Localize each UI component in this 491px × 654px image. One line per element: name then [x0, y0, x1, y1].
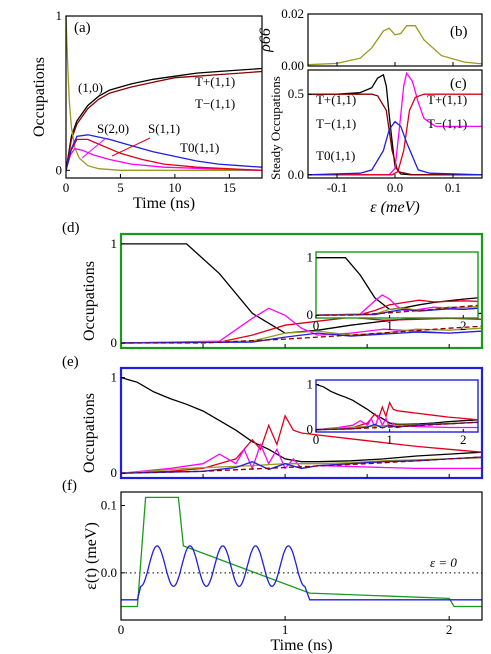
f-xtick-label: 2 [446, 622, 453, 637]
e-inset-xtick-label: 1 [386, 432, 393, 447]
d-inset-xtick-label: 2 [460, 318, 467, 333]
d-inset-frame [315, 251, 479, 319]
f-annot-eps0: ε = 0 [430, 555, 457, 570]
d-inset-ytick-label: 0 [307, 307, 314, 322]
c-annot-t0: T0(1,1) [316, 148, 355, 163]
a-annot-tplus: T+(1,1) [195, 74, 235, 89]
d-inset-series-dashed-5 [316, 304, 478, 316]
e-inset-series-magenta-2 [316, 414, 478, 431]
b-ytick-label: 0.02 [281, 6, 304, 21]
panel-a-label: (a) [74, 20, 91, 36]
e-series-dashed-5 [121, 456, 482, 474]
panel-d-frame [119, 232, 484, 350]
panel-b-frame [307, 13, 483, 67]
e-ylabel: Occupations [81, 393, 98, 473]
f-xtick-label: 1 [282, 622, 289, 637]
c-xtick-label: 0.1 [445, 180, 461, 195]
e-series-red-1 [121, 414, 482, 474]
panel-a-frame [65, 15, 263, 179]
c-xlabel: ε (meV) [370, 199, 419, 216]
a-ytick-label: 0 [56, 162, 63, 177]
d-series-dashed-5 [121, 325, 482, 344]
a-series--1-0--2 [66, 16, 262, 171]
a-arrow-s11 [111, 137, 151, 157]
d-inset-series-red-1 [316, 299, 478, 316]
panel-e-frame [119, 366, 484, 480]
a-annot-s20: S(2,0) [97, 121, 129, 136]
c-xtick-label: -0.1 [327, 180, 348, 195]
c-series-t-1-1--0 [308, 73, 482, 176]
a-series-s-2-0--3 [66, 147, 262, 171]
a-xtick-label: 15 [223, 180, 236, 195]
panel-b-label: (b) [450, 24, 468, 40]
d-series-blue-4 [121, 330, 482, 344]
a-series-s-1-1--4 [66, 138, 262, 171]
c-annot-tminus-left: T−(1,1) [316, 116, 356, 131]
c-ytick-label: 0.5 [288, 86, 304, 101]
e-inset-ytick-label: 0 [307, 422, 314, 437]
a-series-t-1-1--0 [66, 67, 262, 171]
panel-c-label: (c) [450, 76, 467, 92]
c-series-t-1-1--3 [308, 93, 482, 176]
d-series-red-1 [121, 316, 482, 344]
e-inset-ytick-label: 1 [307, 377, 314, 392]
f-series-blue [121, 545, 482, 601]
a-ytick-label: 1 [56, 8, 63, 23]
f-ytick-label: 0.1 [101, 497, 117, 512]
c-annot-tplus-left: T+(1,1) [316, 92, 356, 107]
c-ylabel: Steady Occupations [268, 76, 283, 180]
panel-f-label: (f) [62, 478, 77, 494]
b-ylabel: ρ66 [257, 28, 274, 53]
a-series-t0-1-1--5 [66, 134, 262, 171]
a-xtick-label: 10 [168, 180, 181, 195]
e-ytick-label: 1 [111, 370, 118, 385]
e-inset-series-dashed-5 [316, 421, 478, 431]
e-inset-series-red-1 [316, 400, 478, 431]
f-xlabel: Time (ns) [270, 637, 332, 654]
c-series-t-1-1--1 [308, 93, 482, 176]
c-annot-tplus-right: T+(1,1) [427, 92, 467, 107]
panel-d-label: (d) [62, 220, 80, 236]
f-series-green [121, 496, 482, 608]
e-inset-frame [315, 379, 479, 433]
d-inset-xtick-label: 0 [313, 318, 320, 333]
d-ytick-label: 0 [111, 335, 118, 350]
b-series-line-0 [308, 25, 482, 66]
a-xtick-label: 5 [117, 180, 124, 195]
f-ylabel: ε(t) (meV) [83, 522, 100, 590]
panel-f-frame [120, 491, 483, 621]
d-inset-ytick-label: 1 [307, 250, 314, 265]
a-annot-10: (1,0) [78, 80, 103, 95]
a-ylabel: Occupations [31, 57, 48, 137]
c-ytick-label: 0.0 [288, 167, 304, 182]
a-annot-t0: T0(1,1) [180, 140, 219, 155]
a-annot-s11: S(1,1) [148, 121, 180, 136]
f-xtick-label: 0 [118, 622, 125, 637]
e-inset-xtick-label: 0 [313, 432, 320, 447]
a-series-t-1-1--1 [66, 70, 262, 171]
f-ytick-label: 0.0 [101, 565, 117, 580]
e-series-magenta-2 [121, 442, 482, 474]
e-inset-xtick-label: 2 [460, 432, 467, 447]
c-series-t-1-1--2 [308, 71, 482, 176]
c-xtick-label: 0.0 [387, 180, 403, 195]
a-arrow-s20 [81, 137, 107, 159]
e-series-blue-4 [121, 456, 482, 474]
a-xlabel: Time (ns) [133, 195, 195, 212]
a-annot-tminus: T−(1,1) [195, 96, 235, 111]
c-series-t0-1-1--4 [308, 120, 482, 176]
d-series-olive-3 [121, 327, 482, 344]
a-xtick-label: 0 [63, 180, 70, 195]
c-annot-tminus-right: T−(1,1) [427, 116, 467, 131]
d-inset-xtick-label: 1 [386, 318, 393, 333]
b-ytick-label: 0.00 [281, 58, 304, 73]
panel-e-label: (e) [62, 354, 79, 370]
d-ylabel: Occupations [81, 261, 98, 341]
e-ytick-label: 0 [111, 465, 118, 480]
d-ytick-label: 1 [111, 236, 118, 251]
d-inset-series-blue-4 [316, 307, 478, 316]
